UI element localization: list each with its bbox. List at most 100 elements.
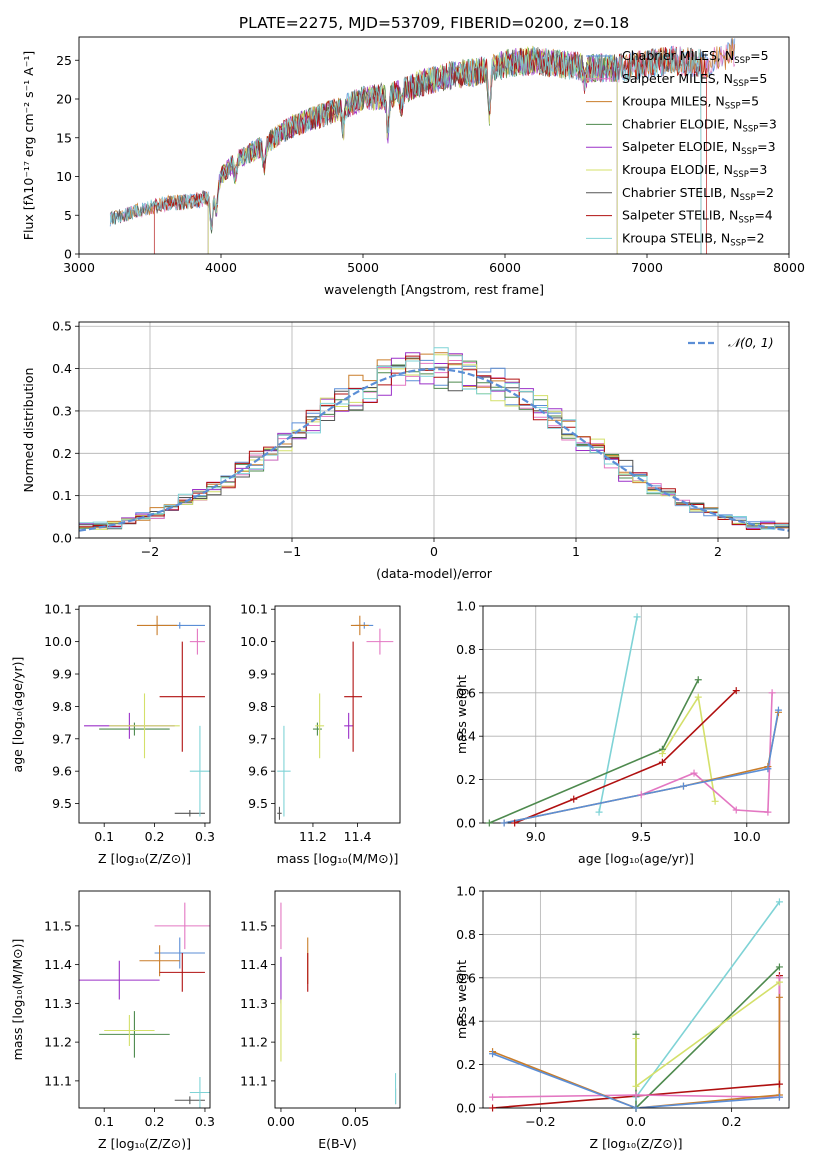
panel-residual_hist <box>75 321 790 542</box>
x-tick-label: 10.0 <box>733 829 761 844</box>
axes-frame <box>78 36 790 255</box>
spectrum-line-kroupa_elodie <box>207 45 618 254</box>
y-tick-label: 0.6 <box>456 685 476 700</box>
hist-step-kroupa_stelib <box>79 347 789 530</box>
x-tick-label: 0.05 <box>341 1114 369 1129</box>
legend-entry-kroupa_miles: Kroupa MILES, NSSP=5 <box>622 94 759 112</box>
weight-line-kroupa_stelib <box>598 616 638 813</box>
x-axis-label: (data-model)/error <box>376 566 493 581</box>
legend-entry-gauss: 𝒩(0, 1) <box>728 335 774 350</box>
axes-frame <box>78 321 790 539</box>
panel-age_vs_mass <box>271 605 401 827</box>
y-tick-label: 9.8 <box>248 699 268 714</box>
y-tick-label: 0.8 <box>456 642 476 657</box>
y-tick-label: 11.1 <box>240 1073 268 1088</box>
plot-marks <box>79 902 210 1108</box>
y-tick-label: 11.4 <box>44 957 72 972</box>
x-tick-label: 6000 <box>489 260 521 275</box>
x-tick-label: 8000 <box>773 260 805 275</box>
x-axis-label: wavelength [Angstrom, rest frame] <box>324 282 544 297</box>
x-tick-label: −0.2 <box>525 1114 555 1129</box>
x-tick-label: 0.1 <box>94 829 114 844</box>
y-tick-label: 0.5 <box>52 319 72 334</box>
y-tick-label: 0.4 <box>52 361 72 376</box>
weight-point-salpeter_miles <box>768 689 776 697</box>
y-tick-label: 9.6 <box>52 764 72 779</box>
legend-entry-salpeter_elodie: Salpeter ELODIE, NSSP=3 <box>622 139 776 157</box>
x-tick-label: 0.2 <box>145 1114 165 1129</box>
weight-point-chabrier_miles <box>500 819 508 827</box>
y-tick-label: 9.5 <box>248 796 268 811</box>
axes-frame <box>78 890 211 1109</box>
axes-frame <box>274 890 401 1109</box>
y-tick-label: 15 <box>56 130 72 145</box>
legend-entry-chabrier_elodie: Chabrier ELODIE, NSSP=3 <box>622 116 777 134</box>
x-axis-label: E(B-V) <box>318 1136 357 1151</box>
weight-line-chabrier_miles <box>503 710 780 823</box>
weight-point-chabrier_miles <box>764 765 772 773</box>
y-axis-label: Normed distribution <box>21 368 36 493</box>
weight-point-salpeter_miles <box>690 769 698 777</box>
y-tick-label: 9.7 <box>248 731 268 746</box>
weight-line-kroupa_miles <box>492 997 781 1108</box>
legend-entry-salpeter_miles: Salpeter MILES, NSSP=5 <box>622 71 767 89</box>
y-tick-label: 0.3 <box>52 403 72 418</box>
panel-age_vs_Z <box>75 605 211 827</box>
weight-line-salpeter_stelib <box>514 690 737 823</box>
plot-layer: Chabrier MILES, NSSP=5 Salpeter MILES, NS… <box>10 36 805 1151</box>
y-axis-label: mass [log₁₀(M/M⊙)] <box>10 939 25 1061</box>
y-tick-label: 11.2 <box>240 1035 268 1050</box>
panel-mass_weight_vs_age <box>479 605 790 827</box>
panel-mass_vs_ebv <box>271 890 401 1112</box>
weight-point-chabrier_miles <box>489 1050 497 1058</box>
weight-line-chabrier_miles <box>492 1053 780 1108</box>
weight-line-kroupa_stelib <box>635 901 781 1098</box>
plot-marks <box>84 615 210 817</box>
weight-point-chabrier_miles <box>632 1104 640 1112</box>
weight-point-chabrier_miles <box>775 1093 783 1101</box>
weight-point-chabrier_elodie <box>775 963 783 971</box>
y-tick-label: 0.0 <box>52 531 72 546</box>
y-tick-label: 11.3 <box>240 996 268 1011</box>
panel-spectrum: Chabrier MILES, NSSP=5 Salpeter MILES, NS… <box>75 36 790 258</box>
x-tick-label: 11.4 <box>344 829 372 844</box>
y-tick-label: 0 <box>64 247 72 262</box>
gaussian-curve <box>79 367 789 532</box>
x-tick-label: 2 <box>714 544 722 559</box>
weight-point-chabrier_miles <box>774 706 782 714</box>
y-axis-label: age [log₁₀(age/yr)] <box>10 657 25 773</box>
y-tick-label: 0.0 <box>456 1101 476 1116</box>
y-tick-label: 9.9 <box>52 667 72 682</box>
y-tick-label: 5 <box>64 208 72 223</box>
weight-point-salpeter_stelib <box>775 1080 783 1088</box>
weight-point-salpeter_miles <box>489 1093 497 1101</box>
axes-frame <box>482 605 790 824</box>
y-tick-label: 11.4 <box>240 957 268 972</box>
y-tick-label: 0.6 <box>456 970 476 985</box>
panel-mass_vs_Z <box>75 890 211 1112</box>
y-tick-label: 20 <box>56 92 72 107</box>
y-tick-label: 11.1 <box>44 1073 72 1088</box>
y-tick-label: 9.5 <box>52 796 72 811</box>
y-tick-label: 0.4 <box>456 1014 476 1029</box>
x-axis-label: mass [log₁₀(M/M⊙)] <box>277 851 399 866</box>
weight-point-kroupa_stelib <box>595 808 603 816</box>
x-tick-label: 1 <box>572 544 580 559</box>
x-tick-label: 9.0 <box>526 829 546 844</box>
y-tick-label: 10.1 <box>44 602 72 617</box>
x-tick-label: 7000 <box>631 260 663 275</box>
x-axis-label: Z [log₁₀(Z/Z⊙)] <box>98 1136 191 1151</box>
weight-point-kroupa_elodie <box>632 1035 640 1043</box>
weight-point-salpeter_miles <box>775 974 783 982</box>
spectrum-line-kroupa_stelib <box>109 46 702 254</box>
weight-point-kroupa_elodie <box>711 797 719 805</box>
plot-area <box>275 891 400 1108</box>
legend-entry-salpeter_stelib: Salpeter STELIB, NSSP=4 <box>622 208 773 226</box>
weight-point-salpeter_stelib <box>489 1104 497 1112</box>
x-tick-label: −2 <box>141 544 159 559</box>
x-tick-label: 4000 <box>205 260 237 275</box>
y-tick-label: 10.1 <box>240 602 268 617</box>
weight-point-kroupa_stelib <box>775 898 783 906</box>
y-axis-label: mass weight <box>454 960 469 1039</box>
weight-point-kroupa_miles <box>775 993 783 1001</box>
